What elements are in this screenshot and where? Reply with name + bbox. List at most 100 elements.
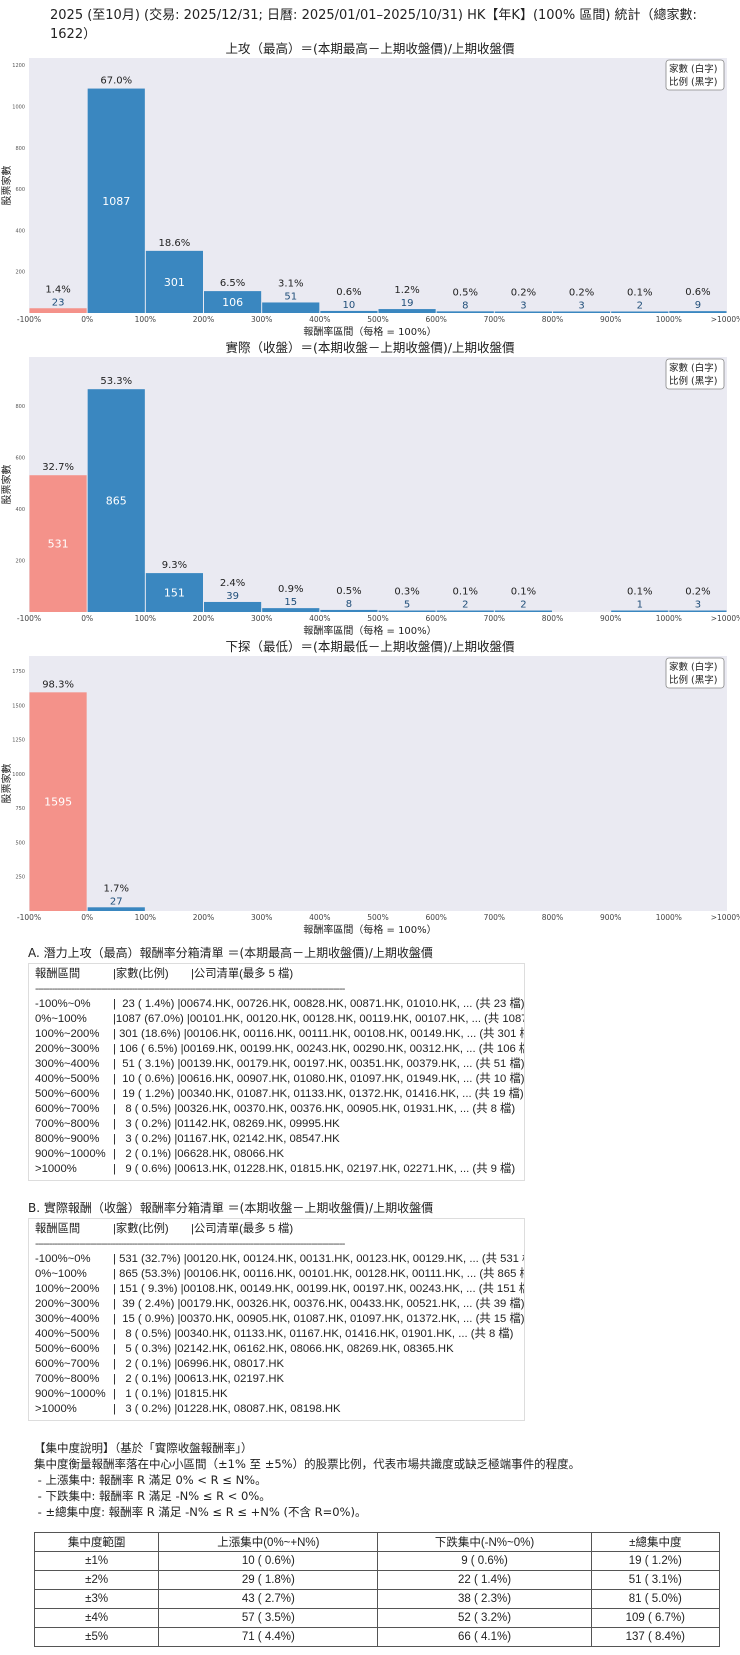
bar — [611, 311, 669, 313]
list-row-count: | 3 ( 0.2%) | — [113, 1133, 178, 1145]
x-axis-label: 報酬率區間（每格 = 100%） — [303, 624, 436, 637]
legend-item: 比例 (黑字) — [669, 375, 717, 387]
plot-area — [29, 357, 727, 612]
bar — [669, 610, 727, 612]
bar-percent-label: 3.1% — [278, 278, 303, 289]
bar — [204, 601, 262, 612]
x-tick-label: -100% — [17, 614, 41, 623]
table-cell: 19 ( 1.2%) — [590, 1551, 721, 1571]
list-row-count: | 9 ( 0.6%) | — [113, 1163, 178, 1175]
bar — [87, 88, 145, 313]
list-row-count: | 106 ( 6.5%) | — [113, 1043, 184, 1055]
bar-count-label: 39 — [226, 591, 239, 602]
table-cell: 38 ( 2.3%) — [377, 1589, 592, 1609]
bar — [494, 610, 552, 612]
x-tick-label: 600% — [425, 315, 446, 324]
bar — [87, 907, 145, 911]
y-axis-label: 股票家數 — [0, 465, 13, 505]
list-row-companies: 00616.HK, 00907.HK, 01080.HK, 01097.HK, … — [180, 1073, 525, 1085]
table-row: ±5% 71 ( 4.4%) 66 ( 4.1%) 137 ( 8.4%) — [33, 1627, 721, 1647]
x-tick-label: 1000% — [656, 913, 682, 922]
legend-box: 家數 (白字)比例 (黑字) — [665, 657, 725, 689]
list-row-range: 500%~600% — [35, 1088, 100, 1100]
list-row: 700%~800% | 2 ( 0.1%) |00613.HK, 02197.HK — [35, 1372, 518, 1387]
x-tick-label: >1000% — [711, 614, 740, 623]
bar — [436, 610, 494, 612]
bar-count-label: 10 — [343, 300, 356, 311]
list-row: 300%~400% | 15 ( 0.9%) |00370.HK, 00905.H… — [35, 1312, 524, 1327]
x-tick-label: >1000% — [711, 913, 740, 922]
table-cell: 109 ( 6.7%) — [590, 1608, 721, 1628]
list-row-range: >1000% — [35, 1403, 77, 1415]
list-row: 600%~700% | 8 ( 0.5%) |00326.HK, 00370.HK… — [35, 1102, 518, 1117]
y-tick-label: 250 — [15, 875, 25, 881]
x-tick-label: 200% — [193, 315, 214, 324]
list-row-range: 900%~1000% — [35, 1148, 106, 1160]
list-row-range: 0%~100% — [35, 1268, 87, 1280]
x-tick-label: >1000% — [711, 315, 740, 324]
legend-item: 比例 (黑字) — [669, 674, 717, 686]
list-row: 300%~400% | 51 ( 3.1%) |00139.HK, 00179.H… — [35, 1057, 524, 1072]
x-tick-label: 700% — [484, 315, 505, 324]
list-row-range: -100%~0% — [35, 1253, 91, 1265]
bar-percent-label: 0.6% — [336, 287, 361, 298]
y-tick-label: 200 — [15, 558, 25, 564]
bar-percent-label: 98.3% — [42, 679, 74, 690]
list-header-cell: 報酬區間 — [35, 968, 81, 980]
list-row-count: | 1 ( 0.1%) | — [113, 1388, 178, 1400]
list-row-count: | 8 ( 0.5%) | — [113, 1328, 178, 1340]
list-row: 200%~300% | 39 ( 2.4%) |00179.HK, 00326.H… — [35, 1297, 524, 1312]
bar-count-label: 8 — [346, 599, 352, 610]
y-tick-label: 1000 — [12, 772, 25, 778]
list-b-box: 報酬區間 |家數(比例) |公司清單(最多 5 檔) ----------------… — [28, 1218, 525, 1421]
x-tick-label: 600% — [425, 614, 446, 623]
list-row-range: 400%~500% — [35, 1328, 100, 1340]
legend-frame — [665, 657, 725, 689]
legend-item: 家數 (白字) — [669, 661, 717, 673]
concentration-note-line: - 下跌集中: 報酬率 R 滿足 -N% ≤ R < 0%。 — [34, 1489, 271, 1503]
concentration-note-line: 【集中度說明】（基於「實際收盤報酬率」） — [34, 1441, 253, 1455]
list-header-cell: 報酬區間 — [35, 1223, 81, 1235]
list-row-range: 200%~300% — [35, 1298, 100, 1310]
x-tick-label: 300% — [251, 315, 272, 324]
x-tick-label: 200% — [193, 614, 214, 623]
x-tick-label: 400% — [309, 913, 330, 922]
list-row-count: | 2 ( 0.1%) | — [113, 1358, 178, 1370]
legend-frame — [665, 59, 725, 91]
list-row: 400%~500% | 10 ( 0.6%) |00616.HK, 00907.H… — [35, 1072, 524, 1087]
list-row: -100%~0% | 23 ( 1.4%) |00674.HK, 00726.HK… — [35, 997, 524, 1012]
bar-count-label: 2 — [520, 600, 526, 611]
legend-frame — [665, 358, 725, 390]
x-tick-label: 900% — [600, 614, 621, 623]
list-row: 100%~200% | 301 (18.6%) |00106.HK, 00116.… — [35, 1027, 524, 1042]
bar-percent-label: 53.3% — [100, 376, 132, 387]
x-tick-label: 700% — [484, 913, 505, 922]
list-row-count: | 19 ( 1.2%) | — [113, 1088, 181, 1100]
table-cell: 10 ( 0.6%) — [158, 1551, 379, 1571]
x-tick-label: 700% — [484, 614, 505, 623]
bar — [87, 389, 145, 612]
legend-item: 家數 (白字) — [669, 362, 717, 374]
bar-percent-label: 0.2% — [511, 288, 536, 299]
list-row: 500%~600% | 5 ( 0.3%) |02142.HK, 06162.HK… — [35, 1342, 518, 1357]
list-header-cell: |公司清單(最多 5 檔) — [191, 968, 294, 980]
concentration-notes: 【集中度說明】（基於「實際收盤報酬率」） 集中度衡量報酬率落在中心小區間（±1% … — [34, 1440, 580, 1520]
bar-count-label: 531 — [48, 538, 69, 551]
table-cell: 43 ( 2.7%) — [158, 1589, 379, 1609]
bar — [378, 309, 436, 313]
y-tick-label: 1250 — [12, 738, 25, 744]
legend-item: 家數 (白字) — [669, 63, 717, 75]
list-row-count: | 10 ( 0.6%) | — [113, 1073, 181, 1085]
x-tick-label: 0% — [81, 913, 93, 922]
table-header-cell: 集中度範圍 — [33, 1532, 160, 1552]
list-header: 報酬區間 |家數(比例) |公司清單(最多 5 檔) — [35, 1222, 518, 1237]
x-tick-label: 900% — [600, 315, 621, 324]
bar-percent-label: 0.3% — [394, 587, 419, 598]
list-row-range: 0%~100% — [35, 1013, 87, 1025]
x-tick-label: 500% — [367, 913, 388, 922]
list-row-range: 100%~200% — [35, 1283, 100, 1295]
bar-count-label: 23 — [52, 297, 65, 308]
list-header: 報酬區間 |家數(比例) |公司清單(最多 5 檔) — [35, 967, 518, 982]
concentration-note-line: - ±總集中度: 報酬率 R 滿足 -N% ≤ R ≤ +N% (不含 R=0%… — [34, 1505, 367, 1519]
list-row-companies: 01228.HK, 08087.HK, 08198.HK — [177, 1403, 341, 1415]
